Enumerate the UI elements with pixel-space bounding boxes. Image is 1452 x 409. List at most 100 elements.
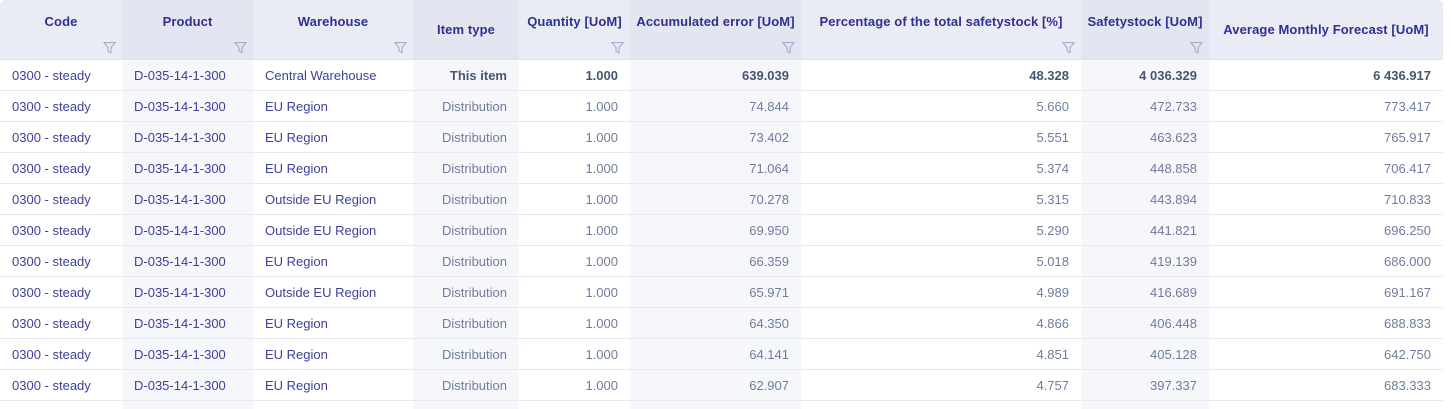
cell-code bbox=[0, 401, 122, 409]
column-header-percentage[interactable]: Percentage of the total safetystock [%] bbox=[801, 0, 1081, 59]
cell-avg-monthly-forecast: 642.750 bbox=[1384, 346, 1431, 362]
cell-accumulated-error: 639.039 bbox=[630, 60, 801, 90]
cell-safetystock: 397.337 bbox=[1081, 370, 1209, 400]
table-row[interactable]: 0300 - steady D-035-14-1-300 EU Region Dist… bbox=[0, 122, 1443, 153]
table-row[interactable]: 0300 - steady D-035-14-1-300 Outside EU Re… bbox=[0, 215, 1443, 246]
cell-item-type: Distribution bbox=[413, 184, 519, 214]
cell-warehouse: EU Region bbox=[265, 160, 328, 176]
cell-accumulated-error: 64.350 bbox=[630, 308, 801, 338]
cell-accumulated-error: 70.278 bbox=[630, 184, 801, 214]
column-header-label: Average Monthly Forecast [UoM] bbox=[1223, 22, 1429, 37]
filter-row-cell bbox=[1081, 37, 1209, 59]
cell-avg-monthly-forecast: 6 436.917 bbox=[1373, 67, 1431, 83]
cell-quantity: 1.000 bbox=[585, 253, 618, 269]
column-header-label: Safetystock [UoM] bbox=[1087, 14, 1203, 29]
cell-percentage: 5.374 bbox=[1036, 160, 1069, 176]
filter-row-cell bbox=[630, 37, 801, 59]
cell-code: 0300 - steady bbox=[12, 315, 91, 331]
column-header-label: Item type bbox=[437, 22, 495, 37]
cell-code: 0300 - steady bbox=[12, 253, 91, 269]
cell-safetystock: 463.623 bbox=[1081, 122, 1209, 152]
cell-avg-monthly-forecast: 710.833 bbox=[1384, 191, 1431, 207]
column-header-product[interactable]: Product bbox=[122, 0, 253, 59]
filter-row-cell bbox=[122, 37, 253, 59]
grid-header-row: Code Product Warehouse Item type Quantity [U… bbox=[0, 0, 1443, 60]
table-row[interactable]: 0300 - steady D-035-14-1-300 Outside EU Re… bbox=[0, 277, 1443, 308]
cell-item-type: Distribution bbox=[413, 370, 519, 400]
cell-quantity: 1.000 bbox=[585, 129, 618, 145]
filter-icon[interactable] bbox=[234, 42, 247, 54]
cell-warehouse bbox=[253, 401, 413, 409]
cell-safetystock: 406.448 bbox=[1081, 308, 1209, 338]
cell-item-type: Distribution bbox=[413, 91, 519, 121]
cell-percentage: 48.328 bbox=[1029, 67, 1069, 83]
cell-warehouse: EU Region bbox=[265, 377, 328, 393]
column-header-quantity[interactable]: Quantity [UoM] bbox=[519, 0, 630, 59]
cell-code: 0300 - steady bbox=[12, 67, 91, 83]
cell-product: D-035-14-1-300 bbox=[122, 60, 253, 90]
cell-quantity: 1.000 bbox=[585, 377, 618, 393]
cell-safetystock: 448.858 bbox=[1081, 153, 1209, 183]
table-row[interactable]: 0300 - steady D-035-14-1-300 EU Region Dist… bbox=[0, 339, 1443, 370]
cell-safetystock: 443.894 bbox=[1081, 184, 1209, 214]
cell-quantity: 1.000 bbox=[585, 222, 618, 238]
column-header-label: Code bbox=[44, 14, 78, 29]
cell-percentage: 5.551 bbox=[1036, 129, 1069, 145]
cell-safetystock: 416.689 bbox=[1081, 277, 1209, 307]
cell-avg-monthly-forecast: 686.000 bbox=[1384, 253, 1431, 269]
table-row[interactable]: 0300 - steady D-035-14-1-300 EU Region Dist… bbox=[0, 153, 1443, 184]
cell-code: 0300 - steady bbox=[12, 346, 91, 362]
filter-icon[interactable] bbox=[782, 42, 795, 54]
table-row[interactable]: 0300 - steady D-035-14-1-300 Central Wareh… bbox=[0, 60, 1443, 91]
table-row[interactable]: 0300 - steady D-035-14-1-300 EU Region Dist… bbox=[0, 370, 1443, 401]
cell-safetystock: 419.139 bbox=[1081, 246, 1209, 276]
cell-code: 0300 - steady bbox=[12, 98, 91, 114]
cell-item-type: Distribution bbox=[413, 339, 519, 369]
cell-safetystock bbox=[1081, 401, 1209, 409]
column-header-avg-monthly-forecast[interactable]: Average Monthly Forecast [UoM] bbox=[1209, 0, 1443, 59]
filter-icon[interactable] bbox=[1190, 42, 1203, 54]
cell-percentage: 4.866 bbox=[1036, 315, 1069, 331]
table-row[interactable]: 0300 - steady D-035-14-1-300 EU Region Dist… bbox=[0, 91, 1443, 122]
filter-icon[interactable] bbox=[103, 42, 116, 54]
column-header-warehouse[interactable]: Warehouse bbox=[253, 0, 413, 59]
cell-code: 0300 - steady bbox=[12, 160, 91, 176]
cell-quantity bbox=[519, 401, 630, 409]
cell-quantity: 1.000 bbox=[585, 315, 618, 331]
cell-accumulated-error: 62.907 bbox=[630, 370, 801, 400]
cell-quantity: 1.000 bbox=[585, 98, 618, 114]
column-header-accumulated-error[interactable]: Accumulated error [UoM] bbox=[630, 0, 801, 59]
column-header-item-type[interactable]: Item type bbox=[413, 0, 519, 59]
cell-accumulated-error: 64.141 bbox=[630, 339, 801, 369]
cell-warehouse: Outside EU Region bbox=[265, 191, 377, 207]
cell-item-type: Distribution bbox=[413, 246, 519, 276]
filter-icon[interactable] bbox=[394, 42, 407, 54]
column-header-label: Product bbox=[162, 14, 213, 29]
cell-percentage bbox=[801, 401, 1081, 409]
cell-product: D-035-14-1-300 bbox=[122, 153, 253, 183]
column-header-code[interactable]: Code bbox=[0, 0, 122, 59]
cell-avg-monthly-forecast: 765.917 bbox=[1384, 129, 1431, 145]
table-row[interactable]: 0300 - steady D-035-14-1-300 EU Region Dist… bbox=[0, 246, 1443, 277]
cell-warehouse: EU Region bbox=[265, 253, 328, 269]
cell-product: D-035-14-1-300 bbox=[122, 246, 253, 276]
cell-accumulated-error: 69.950 bbox=[630, 215, 801, 245]
cell-item-type bbox=[413, 401, 519, 409]
cell-avg-monthly-forecast: 696.250 bbox=[1384, 222, 1431, 238]
filter-icon[interactable] bbox=[611, 42, 624, 54]
column-header-label: Accumulated error [UoM] bbox=[636, 14, 795, 29]
filter-row-cell bbox=[0, 37, 122, 59]
table-row[interactable]: 0300 - steady D-035-14-1-300 Outside EU Re… bbox=[0, 184, 1443, 215]
filter-icon[interactable] bbox=[1062, 42, 1075, 54]
filter-row-cell bbox=[801, 37, 1081, 59]
cell-warehouse: EU Region bbox=[265, 129, 328, 145]
cell-avg-monthly-forecast: 773.417 bbox=[1384, 98, 1431, 114]
cell-product: D-035-14-1-300 bbox=[122, 339, 253, 369]
cell-warehouse: EU Region bbox=[265, 315, 328, 331]
cell-warehouse: EU Region bbox=[265, 98, 328, 114]
table-row[interactable]: 0300 - steady D-035-14-1-300 EU Region Dist… bbox=[0, 308, 1443, 339]
cell-percentage: 4.989 bbox=[1036, 284, 1069, 300]
column-header-safetystock[interactable]: Safetystock [UoM] bbox=[1081, 0, 1209, 59]
cell-accumulated-error: 74.844 bbox=[630, 91, 801, 121]
